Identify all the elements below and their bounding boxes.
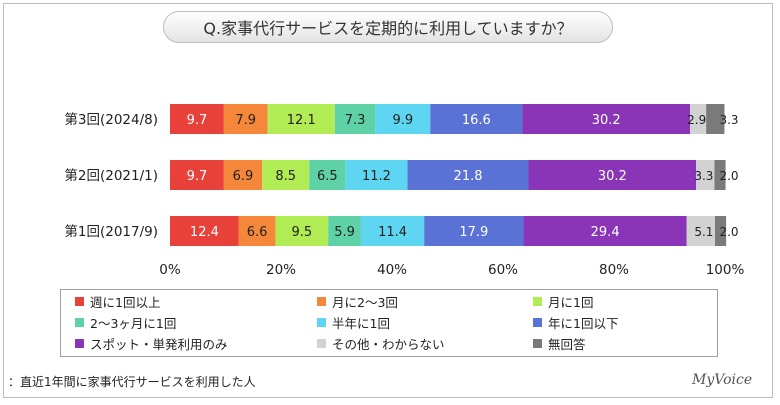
legend-swatch — [75, 318, 84, 327]
bar-segment — [696, 160, 715, 190]
bar-segment — [275, 216, 329, 246]
stacked-bar-chart: 9.7 7.9 12.1 7.3 9.9 16.6 30.2 2.9 3.3 9.7 6.9 8.5 6… — [64, 104, 745, 278]
bar-segment — [686, 216, 716, 246]
legend-label: 月に1回 — [548, 295, 594, 310]
legend-item: 無回答 — [533, 334, 586, 353]
x-tick-label: 60% — [488, 262, 518, 278]
legend-item: 週に1回以上 — [75, 292, 160, 311]
legend-swatch — [75, 297, 84, 306]
brand-logo: MyVoice — [692, 372, 753, 388]
category-label: 第2回(2021/1) — [64, 167, 158, 184]
bar-segment — [522, 104, 691, 134]
legend-label: 半年に1回 — [332, 316, 390, 331]
bar-segment — [309, 160, 346, 190]
data-label: 9.5 — [291, 225, 312, 240]
legend-swatch — [317, 318, 326, 327]
data-label: 21.8 — [454, 169, 483, 184]
data-label: 2.9 — [687, 113, 706, 127]
category-label: 第1回(2017/9) — [64, 223, 158, 240]
bar-segment — [170, 160, 224, 190]
legend-item: 2～3ヶ月に1回 — [75, 313, 176, 332]
data-label: 5.9 — [334, 225, 355, 240]
category-label: 第3回(2024/8) — [64, 111, 158, 128]
bar-segment — [267, 104, 335, 134]
legend-item: 半年に1回 — [317, 313, 390, 332]
legend-swatch — [533, 318, 542, 327]
bar-segment — [523, 216, 687, 246]
legend-label: 週に1回以上 — [90, 295, 161, 310]
legend-label: 年に1回以下 — [548, 316, 619, 331]
data-label: 11.2 — [362, 169, 391, 184]
data-label: 6.5 — [317, 169, 338, 184]
chart-title: Q.家事代行サービスを定期的に利用していますか？ — [163, 11, 613, 43]
legend-item: 月に1回 — [533, 292, 593, 311]
legend-label: 2～3ヶ月に1回 — [90, 316, 177, 331]
legend-label: スポット・単発利用のみ — [90, 337, 228, 352]
bar-segment — [375, 104, 431, 134]
data-label: 7.9 — [235, 113, 256, 128]
legend-label: 無回答 — [548, 337, 586, 352]
data-label: 17.9 — [459, 225, 488, 240]
legend-item: その他・わからない — [317, 334, 445, 353]
data-label: 9.9 — [392, 113, 413, 128]
bar-segment — [262, 160, 310, 190]
x-tick-label: 0% — [159, 262, 181, 278]
data-label: 6.6 — [247, 225, 268, 240]
x-tick-label: 100% — [706, 262, 745, 278]
data-label: 5.1 — [694, 225, 713, 239]
data-label: 2.0 — [719, 225, 738, 239]
legend-swatch — [533, 339, 542, 348]
x-tick-label: 80% — [599, 262, 629, 278]
bar-segment — [706, 104, 725, 134]
bar-segment — [334, 104, 376, 134]
data-label: 9.7 — [187, 113, 208, 128]
data-label: 6.9 — [233, 169, 254, 184]
legend-item: スポット・単発利用のみ — [75, 334, 228, 353]
data-label: 29.4 — [591, 225, 620, 240]
x-tick-label: 40% — [377, 262, 407, 278]
bar-segment — [424, 216, 524, 246]
bar-segment — [360, 216, 425, 246]
data-label: 3.3 — [719, 113, 738, 127]
legend-swatch — [533, 297, 542, 306]
bar-segment — [715, 216, 727, 246]
bar-segment — [238, 216, 276, 246]
data-label: 9.7 — [187, 169, 208, 184]
bar-segment — [690, 104, 707, 134]
bar-segment — [223, 160, 263, 190]
bar-segment — [407, 160, 529, 190]
bar-segment — [714, 160, 726, 190]
legend-item: 月に2～3回 — [317, 292, 398, 311]
footnote: ：直近1年間に家事代行サービスを利用した人 — [8, 375, 256, 389]
data-label: 12.4 — [190, 225, 219, 240]
legend-swatch — [75, 339, 84, 348]
data-label: 30.2 — [592, 113, 621, 128]
legend-swatch — [317, 339, 326, 348]
bar-segment — [170, 216, 239, 246]
data-label: 16.6 — [462, 113, 491, 128]
data-label: 3.3 — [694, 169, 713, 183]
bar-segment — [223, 104, 268, 134]
data-label: 30.2 — [598, 169, 627, 184]
data-label: 7.3 — [345, 113, 366, 128]
data-label: 12.1 — [287, 113, 316, 128]
bar-segment — [345, 160, 408, 190]
x-tick-label: 20% — [266, 262, 296, 278]
legend-swatch — [317, 297, 326, 306]
legend-label: 月に2～3回 — [332, 295, 398, 310]
legend-item: 年に1回以下 — [533, 313, 618, 332]
legend: 週に1回以上 月に2～3回 月に1回 2～3ヶ月に1回 半年に1回 年に1回以下スポット・… — [60, 289, 718, 357]
legend-label: その他・わからない — [332, 337, 445, 352]
bar-segment — [328, 216, 361, 246]
bar-segment — [170, 104, 224, 134]
data-label: 11.4 — [378, 225, 407, 240]
bar-segment — [528, 160, 697, 190]
data-label: 2.0 — [719, 169, 738, 183]
bar-segment — [430, 104, 523, 134]
data-label: 8.5 — [275, 169, 296, 184]
